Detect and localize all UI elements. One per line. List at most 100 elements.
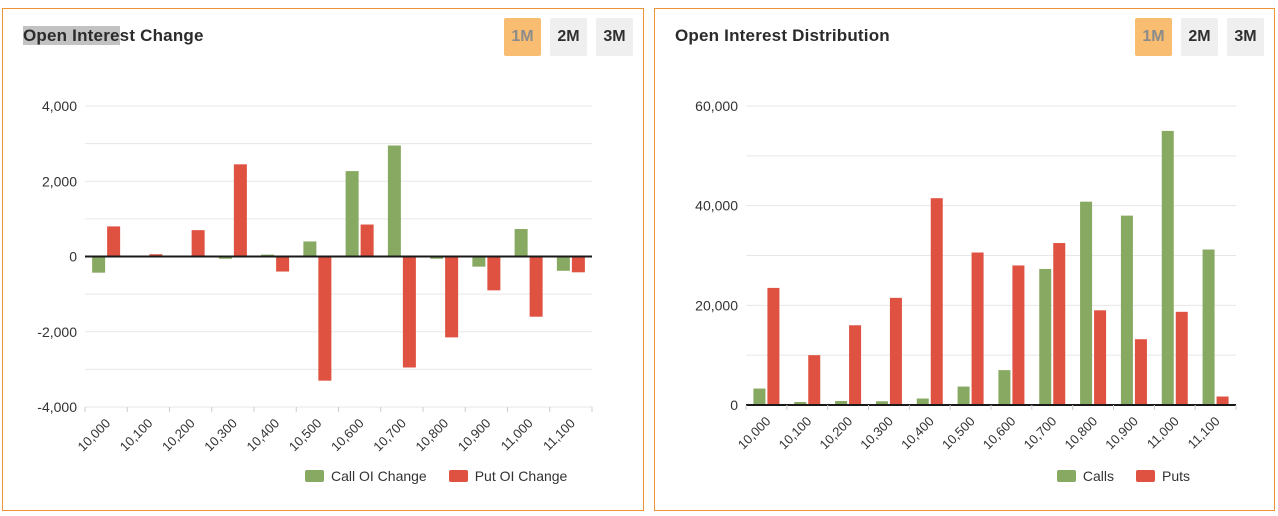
- put-bar[interactable]: [1216, 396, 1229, 405]
- oi-change-title: Open Interest Change: [23, 26, 204, 46]
- x-axis-label: 10,300: [201, 416, 240, 455]
- timeframe-2m-button[interactable]: 2M: [1181, 18, 1218, 56]
- oi-change-chart: -4,000 -2,000 0 2,000 4,000 10,000 10,100 10,20…: [37, 98, 593, 455]
- call-bar[interactable]: [430, 256, 444, 259]
- put-bar[interactable]: [767, 287, 780, 405]
- timeframe-3m-button[interactable]: 3M: [1227, 18, 1264, 56]
- oi-distribution-legend: Calls Puts: [1056, 468, 1190, 484]
- legend-label: Call OI Change: [331, 468, 427, 484]
- call-bar[interactable]: [387, 145, 401, 257]
- put-bar[interactable]: [1175, 311, 1188, 405]
- x-axis-label: 10,500: [939, 414, 978, 453]
- oi-change-timeframe-switcher: 1M 2M 3M: [504, 18, 633, 56]
- legend-label: Put OI Change: [474, 468, 568, 484]
- calls-swatch: [1056, 470, 1076, 482]
- put-bar[interactable]: [276, 256, 290, 272]
- x-axis-label: 10,700: [1021, 414, 1060, 453]
- call-bar[interactable]: [957, 386, 970, 405]
- legend-item-call-oi-change[interactable]: Call OI Change: [305, 468, 427, 484]
- x-axis-label: 10,400: [244, 416, 283, 455]
- put-bar[interactable]: [445, 256, 459, 338]
- put-bar[interactable]: [930, 198, 943, 405]
- call-bar[interactable]: [218, 256, 232, 259]
- put-bar[interactable]: [402, 256, 416, 368]
- put-bar[interactable]: [1053, 243, 1066, 405]
- x-axis-label: 11,000: [1144, 414, 1182, 452]
- put-bar[interactable]: [849, 325, 862, 405]
- call-bar[interactable]: [998, 370, 1011, 405]
- x-axis-label: 11,100: [1185, 414, 1223, 452]
- put-bar[interactable]: [571, 256, 585, 273]
- put-oi-swatch: [448, 470, 468, 482]
- x-axis-label: 11,100: [540, 416, 578, 454]
- timeframe-1m-button[interactable]: 1M: [1135, 18, 1172, 56]
- call-bar[interactable]: [753, 388, 766, 405]
- title-rest-text: st Change: [119, 26, 204, 45]
- call-bar[interactable]: [916, 398, 929, 405]
- call-bar[interactable]: [472, 256, 486, 267]
- x-axis-label: 10,600: [328, 416, 367, 455]
- call-bar[interactable]: [835, 401, 848, 405]
- put-bar[interactable]: [487, 256, 501, 291]
- call-bar[interactable]: [1039, 268, 1052, 405]
- x-axis-label: 10,900: [455, 416, 494, 455]
- put-bar[interactable]: [149, 254, 163, 257]
- x-axis-label: 10,500: [286, 416, 325, 455]
- call-oi-swatch: [305, 470, 324, 482]
- put-bar[interactable]: [318, 256, 332, 381]
- legend-label: Puts: [1161, 468, 1190, 484]
- put-bar[interactable]: [191, 230, 205, 257]
- y-axis-label: 0: [69, 249, 77, 265]
- call-bar[interactable]: [303, 241, 317, 257]
- put-bar[interactable]: [529, 256, 543, 317]
- legend-item-puts[interactable]: Puts: [1135, 468, 1190, 484]
- put-bar[interactable]: [889, 297, 902, 405]
- x-axis-label: 10,200: [159, 416, 198, 455]
- put-bar[interactable]: [1134, 339, 1147, 405]
- call-bar[interactable]: [875, 401, 888, 405]
- put-bar[interactable]: [233, 164, 247, 257]
- oi-change-legend: Call OI Change Put OI Change: [305, 468, 567, 484]
- timeframe-2m-button[interactable]: 2M: [550, 18, 587, 56]
- put-bar[interactable]: [1094, 310, 1107, 405]
- timeframe-1m-button[interactable]: 1M: [504, 18, 541, 56]
- call-bar[interactable]: [92, 256, 106, 273]
- x-axis-label: 10,600: [980, 414, 1019, 453]
- y-axis-label: 4,000: [42, 98, 77, 114]
- call-bar[interactable]: [1202, 249, 1215, 405]
- call-bar[interactable]: [1161, 130, 1174, 405]
- y-axis-label: 40,000: [695, 198, 738, 214]
- timeframe-3m-button[interactable]: 3M: [596, 18, 633, 56]
- call-bar[interactable]: [1120, 215, 1133, 405]
- x-axis-label: 10,400: [898, 414, 937, 453]
- call-bar[interactable]: [794, 402, 807, 405]
- x-axis-label: 10,200: [816, 414, 855, 453]
- x-axis-label: 11,000: [498, 416, 536, 454]
- legend-item-put-oi-change[interactable]: Put OI Change: [448, 468, 568, 484]
- oi-change-panel: Open Interest Change 1M 2M 3M -4,000 -2,0…: [2, 8, 644, 511]
- legend-label: Calls: [1082, 468, 1114, 484]
- put-bar[interactable]: [808, 355, 821, 405]
- title-selected-text: Open Intere: [23, 26, 120, 45]
- x-axis-label: 10,100: [117, 416, 156, 455]
- y-axis-label: 60,000: [695, 98, 738, 114]
- put-bar[interactable]: [360, 224, 374, 257]
- x-axis-label: 10,800: [1061, 414, 1100, 453]
- y-axis-label: -2,000: [37, 324, 77, 340]
- call-bar[interactable]: [1080, 201, 1093, 405]
- x-axis-label: 10,100: [776, 414, 815, 453]
- x-axis-label: 10,700: [370, 416, 409, 455]
- x-axis-label: 10,300: [857, 414, 896, 453]
- call-bar[interactable]: [556, 256, 570, 271]
- oi-distribution-title: Open Interest Distribution: [675, 26, 890, 45]
- x-axis-label: 10,800: [413, 416, 452, 455]
- call-bar[interactable]: [345, 171, 359, 257]
- put-bar[interactable]: [107, 226, 121, 257]
- call-bar[interactable]: [514, 229, 528, 257]
- x-axis-label: 10,000: [75, 416, 114, 455]
- y-axis-label: 0: [730, 397, 738, 413]
- put-bar[interactable]: [971, 252, 984, 405]
- put-bar[interactable]: [1012, 265, 1025, 405]
- legend-item-calls[interactable]: Calls: [1056, 468, 1114, 484]
